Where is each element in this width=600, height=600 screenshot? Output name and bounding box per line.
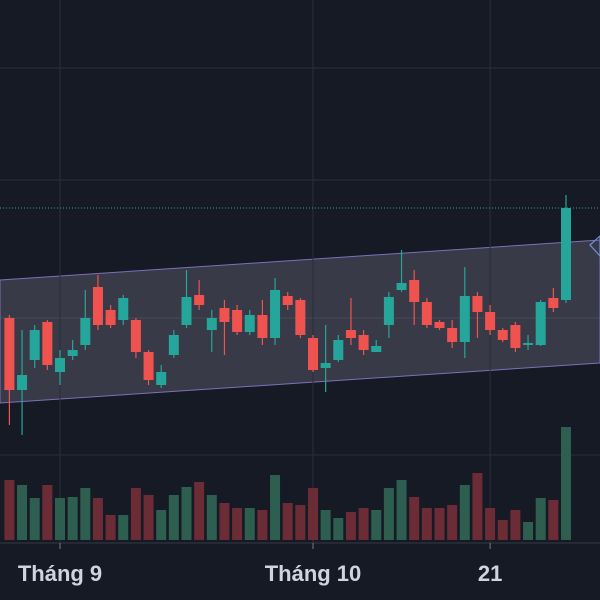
volume-bar — [143, 495, 154, 540]
volume-bar — [4, 480, 15, 540]
volume-bar — [434, 508, 445, 540]
candle-body — [118, 298, 129, 320]
volume-bar — [383, 488, 394, 540]
candle-body — [548, 298, 559, 308]
candle-body — [29, 330, 40, 360]
candle-body — [510, 325, 521, 348]
volume-bar — [181, 487, 192, 540]
volume-bar — [523, 522, 534, 540]
candle-body — [320, 363, 331, 368]
candle-body — [92, 287, 103, 325]
candle-body — [371, 346, 382, 352]
volume-bar — [472, 473, 483, 540]
volume-bar — [421, 508, 432, 540]
volume-bar — [168, 495, 179, 540]
candle-body — [535, 302, 546, 345]
candle-body — [409, 280, 420, 302]
volume-bar — [409, 497, 420, 540]
volume-bar — [497, 520, 508, 540]
volume-bar — [485, 508, 496, 540]
volume-bar — [17, 485, 28, 540]
volume-bar — [206, 495, 217, 540]
volume-bar — [396, 480, 407, 540]
volume-bar — [282, 503, 293, 540]
candle-body — [447, 328, 458, 342]
volume-bar — [459, 485, 470, 540]
volume-bar — [118, 515, 129, 540]
drawing-tool — [589, 235, 600, 257]
candle-body — [143, 352, 154, 380]
candle-body — [105, 310, 116, 325]
candle-body — [156, 372, 167, 385]
volume-bar — [67, 497, 78, 540]
candle-body — [358, 335, 369, 350]
volume-bar — [80, 488, 91, 540]
candle-body — [130, 320, 141, 352]
candle-body — [67, 350, 78, 356]
candle-body — [459, 296, 470, 342]
candle-body — [472, 296, 483, 312]
candle-body — [421, 302, 432, 325]
candle-body — [206, 318, 217, 330]
volume-bar — [548, 500, 559, 540]
volume-bar — [333, 518, 344, 540]
volume-bar — [358, 508, 369, 540]
candle-body — [396, 283, 407, 290]
candle-body — [257, 315, 268, 338]
candle-body — [383, 297, 394, 325]
volume-bar — [308, 488, 318, 540]
candle-body — [295, 300, 306, 335]
x-tick-label: Tháng 10 — [265, 561, 362, 586]
volume-bar — [320, 510, 331, 540]
candle-body — [308, 338, 318, 370]
volume-bar — [447, 505, 458, 540]
plot — [0, 195, 600, 540]
volume-bar — [244, 508, 255, 540]
volume-bar — [232, 508, 243, 540]
candle-body — [55, 358, 65, 372]
volume-bar — [257, 510, 268, 540]
volume-bar — [42, 485, 53, 540]
candle-body — [181, 297, 192, 325]
candle-body — [333, 340, 344, 360]
volume-bar — [510, 510, 521, 540]
volume-bar — [130, 488, 141, 540]
candle-body — [270, 290, 281, 338]
volume-bar — [219, 503, 230, 540]
candle-body — [434, 322, 445, 328]
candle-body — [194, 295, 205, 305]
volume-bar — [156, 510, 167, 540]
candle-body — [244, 315, 255, 332]
candle-body — [4, 318, 15, 390]
candle-body — [42, 322, 53, 365]
volume-bar — [105, 515, 116, 540]
volume-bar — [194, 482, 205, 540]
x-tick-label: 21 — [478, 561, 502, 586]
x-tick-label: Tháng 9 — [18, 561, 102, 586]
candle-body — [485, 312, 496, 330]
candle-body — [497, 330, 508, 340]
candle-body — [17, 375, 28, 390]
candle-body — [345, 330, 356, 338]
candle-body — [232, 310, 243, 332]
volume-bar — [92, 498, 103, 540]
volume-bar — [371, 510, 382, 540]
volume-bar — [295, 505, 306, 540]
volume-bar — [29, 498, 40, 540]
volume-bar — [345, 512, 356, 540]
candle-body — [523, 343, 534, 345]
volume-bar — [561, 427, 571, 540]
candle-body — [561, 208, 571, 300]
volume-bar — [270, 475, 281, 540]
candle-body — [80, 318, 91, 345]
candle-body — [219, 308, 230, 322]
candle-body — [168, 335, 179, 355]
volume-bar — [535, 498, 546, 540]
volume-bar — [55, 498, 65, 540]
candle-body — [282, 296, 293, 305]
